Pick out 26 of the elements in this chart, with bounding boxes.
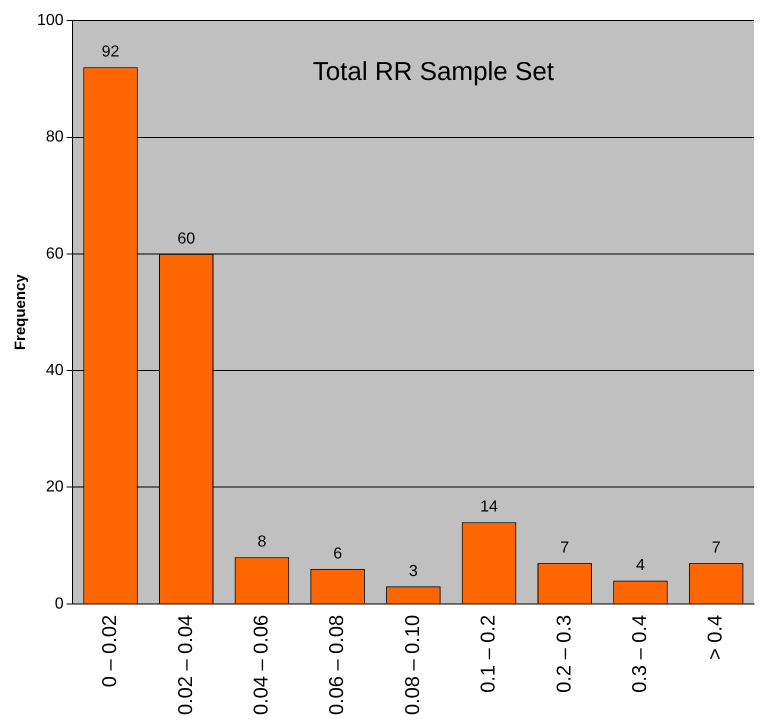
y-tick-label: 60: [46, 245, 64, 262]
data-label: 4: [636, 556, 645, 574]
y-tick-label: 100: [36, 12, 64, 30]
y-tick-label: 80: [46, 128, 64, 146]
data-label: 14: [480, 498, 498, 516]
data-label: 60: [177, 230, 196, 248]
x-tick-label: 0.08 – 0.10: [402, 614, 424, 716]
y-tick-label: 0: [54, 595, 64, 612]
x-tick-label: 0.2 – 0.3: [553, 614, 576, 693]
x-tick-label: 0.1 – 0.2: [478, 614, 500, 693]
data-label: 92: [102, 44, 120, 61]
x-tick-label: > 0.4: [704, 614, 727, 660]
x-tick-label: 0.3 – 0.4: [628, 614, 651, 693]
x-tick-label: 0.02 – 0.04: [174, 614, 197, 716]
data-label: 6: [333, 545, 342, 562]
x-tick-label: 0 – 0.02: [99, 614, 122, 688]
y-tick-label: 20: [46, 478, 64, 496]
data-label: 8: [257, 534, 266, 551]
text: Total RR Sample Set: [312, 56, 555, 86]
y-tick-label: 40: [46, 362, 64, 379]
data-label: 3: [408, 562, 418, 580]
x-tick-label: 0.06 – 0.08: [326, 614, 348, 716]
data-label: 7: [712, 539, 721, 556]
y-axis-title: Frequency: [12, 274, 30, 350]
data-label: 7: [560, 539, 570, 556]
x-tick-label: 0.04 – 0.06: [250, 614, 272, 716]
